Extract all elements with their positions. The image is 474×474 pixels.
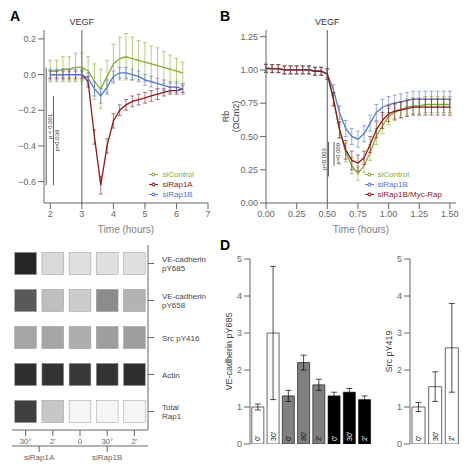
svg-text:1.00: 1.00 xyxy=(380,209,398,219)
svg-text:VEGF: VEGF xyxy=(70,17,95,27)
svg-text:7: 7 xyxy=(205,209,210,219)
svg-text:2': 2' xyxy=(448,436,455,441)
html-text:siRap1A: siRap1A xyxy=(162,180,193,189)
svg-text:0.0: 0.0 xyxy=(23,70,36,80)
svg-text:p = 0.001: p = 0.001 xyxy=(47,113,53,139)
svg-text:2': 2' xyxy=(361,436,368,441)
svg-text:3: 3 xyxy=(79,209,84,219)
svg-text:0.75: 0.75 xyxy=(240,98,258,108)
svg-text:0.50: 0.50 xyxy=(319,209,337,219)
svg-text:3: 3 xyxy=(397,328,402,338)
svg-text:0.25: 0.25 xyxy=(288,209,306,219)
svg-text:0: 0 xyxy=(237,439,242,449)
svg-text:Rb(ΩCm2): Rb(ΩCm2) xyxy=(221,101,241,133)
svg-text:0': 0' xyxy=(254,436,261,441)
svg-text:0.50: 0.50 xyxy=(240,132,258,142)
svg-text:0.00: 0.00 xyxy=(240,198,258,208)
svg-text:0': 0' xyxy=(331,436,338,441)
svg-text:1.00: 1.00 xyxy=(240,65,258,75)
html-text:B: B xyxy=(220,8,231,24)
svg-text:VE-cadherin pY685: VE-cadherin pY685 xyxy=(224,312,234,390)
svg-text:3: 3 xyxy=(237,328,242,338)
svg-text:VEGF: VEGF xyxy=(315,17,340,27)
svg-text:2': 2' xyxy=(131,437,137,446)
svg-text:VE-cadherinpY658: VE-cadherinpY658 xyxy=(162,292,206,310)
html-text:siRap1B: siRap1B xyxy=(162,190,193,199)
svg-text:1.25: 1.25 xyxy=(240,32,258,42)
svg-text:−0.2: −0.2 xyxy=(18,105,36,115)
svg-text:30': 30' xyxy=(300,432,307,441)
svg-text:2: 2 xyxy=(48,209,53,219)
html-text:A: A xyxy=(10,8,21,24)
svg-text:2: 2 xyxy=(237,365,242,375)
svg-text:Time (hours): Time (hours) xyxy=(98,224,154,235)
svg-text:−0.6: −0.6 xyxy=(18,177,36,187)
svg-text:2: 2 xyxy=(397,365,402,375)
svg-text:p=0.009: p=0.009 xyxy=(335,142,341,165)
svg-text:siRap1B: siRap1B xyxy=(92,453,122,462)
svg-text:30': 30' xyxy=(432,432,439,441)
svg-text:Time (hours): Time (hours) xyxy=(333,224,389,235)
svg-text:1: 1 xyxy=(397,402,402,412)
svg-text:0': 0' xyxy=(415,436,422,441)
svg-text:Src pY419: Src pY419 xyxy=(384,330,394,372)
html-text:siRap1B/Myc-Rap: siRap1B/Myc-Rap xyxy=(377,190,442,199)
svg-text:30°: 30° xyxy=(20,437,32,446)
svg-text:Src pY416: Src pY416 xyxy=(162,334,200,343)
svg-text:4: 4 xyxy=(397,291,402,301)
svg-text:VE-cadherinpY685: VE-cadherinpY685 xyxy=(162,255,206,273)
svg-text:30°: 30° xyxy=(101,437,113,446)
svg-text:p=0.003: p=0.003 xyxy=(321,147,327,170)
svg-text:4: 4 xyxy=(111,209,116,219)
svg-text:p=0.039: p=0.039 xyxy=(54,129,60,152)
svg-text:5: 5 xyxy=(237,254,242,264)
svg-text:0': 0' xyxy=(285,436,292,441)
svg-text:6: 6 xyxy=(174,209,179,219)
svg-text:4: 4 xyxy=(237,291,242,301)
svg-text:30': 30' xyxy=(270,432,277,441)
svg-text:0.25: 0.25 xyxy=(240,165,258,175)
svg-text:siRap1A: siRap1A xyxy=(24,453,55,462)
svg-text:Actin: Actin xyxy=(162,371,180,380)
svg-text:30': 30' xyxy=(346,432,353,441)
svg-text:0.00: 0.00 xyxy=(257,209,275,219)
svg-text:1: 1 xyxy=(237,402,242,412)
svg-text:−0.4: −0.4 xyxy=(18,141,36,151)
svg-text:0.2: 0.2 xyxy=(23,34,36,44)
svg-text:5: 5 xyxy=(142,209,147,219)
svg-text:0.75: 0.75 xyxy=(349,209,367,219)
html-text:siControl: siControl xyxy=(162,170,194,179)
svg-text:1.50: 1.50 xyxy=(441,209,459,219)
svg-text:TotalRap1: TotalRap1 xyxy=(162,403,182,421)
html-text:siControl: siControl xyxy=(377,170,410,179)
html-text:D: D xyxy=(220,237,231,253)
html-text:siRap1B: siRap1B xyxy=(377,180,408,189)
svg-text:1.25: 1.25 xyxy=(410,209,428,219)
svg-text:0: 0 xyxy=(78,437,83,446)
svg-text:0: 0 xyxy=(397,439,402,449)
svg-text:2': 2' xyxy=(315,436,322,441)
svg-text:5: 5 xyxy=(397,254,402,264)
svg-text:2': 2' xyxy=(50,437,56,446)
